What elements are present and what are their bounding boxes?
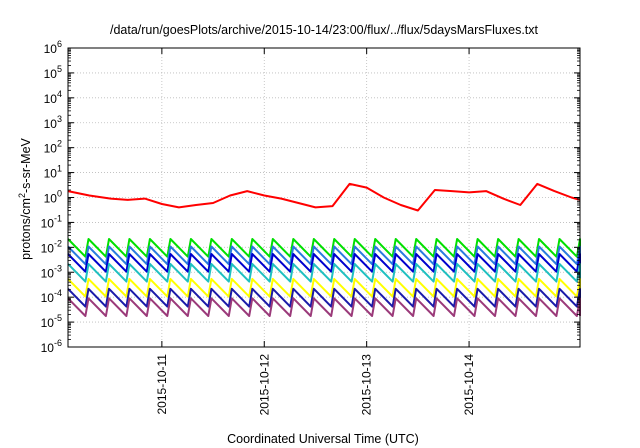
series-layer <box>67 182 581 317</box>
y-tick-label: 10-2 <box>41 238 62 255</box>
y-tick-exp: 6 <box>57 39 62 49</box>
y-tick-label: 100 <box>44 189 62 206</box>
y-tick-base: 10 <box>41 316 55 330</box>
y-tick-base: 10 <box>44 92 58 106</box>
ticks <box>68 47 580 348</box>
y-tick-label: 102 <box>44 139 62 156</box>
y-tick-exp: -4 <box>54 288 62 298</box>
y-tick-exp: -1 <box>54 213 62 223</box>
y-tick-base: 10 <box>44 192 58 206</box>
y-axis-title: protons/cm2-s-sr-MeV <box>17 137 33 259</box>
y-tick-label: 104 <box>44 89 62 106</box>
y-tick-label: 10-3 <box>41 263 62 280</box>
y-tick-exp: 5 <box>57 64 62 74</box>
x-tick-label: 2015-10-14 <box>462 354 476 416</box>
x-axis-title: Coordinated Universal Time (UTC) <box>227 432 419 446</box>
y-tick-label: 10-6 <box>41 338 62 355</box>
x-tick-label: 2015-10-12 <box>257 354 271 416</box>
y-tick-label: 106 <box>44 39 62 56</box>
series-line-2 <box>67 238 581 258</box>
y-tick-exp: 2 <box>57 139 62 149</box>
series-line-5 <box>67 262 581 283</box>
series-line-7 <box>67 287 581 308</box>
y-tick-base: 10 <box>44 117 58 131</box>
y-tick-base: 10 <box>41 341 55 355</box>
y-tick-base: 10 <box>44 167 58 181</box>
y-tick-base: 10 <box>41 266 55 280</box>
y-tick-exp: -2 <box>54 238 62 248</box>
y-tick-exp: 1 <box>57 164 62 174</box>
y-tick-exp: -6 <box>54 338 62 348</box>
y-tick-labels: 10-610-510-410-310-210-11001011021031041… <box>41 39 62 355</box>
chart-title: /data/run/goesPlots/archive/2015-10-14/2… <box>110 23 539 37</box>
series-line-1 <box>67 182 581 212</box>
y-tick-base: 10 <box>44 142 58 156</box>
y-tick-exp: 4 <box>57 89 62 99</box>
y-tick-base: 10 <box>44 67 58 81</box>
y-tick-base: 10 <box>41 216 55 230</box>
y-tick-base: 10 <box>41 291 55 305</box>
series-line-3 <box>67 245 581 266</box>
series-line-8 <box>67 297 581 317</box>
y-tick-exp: -3 <box>54 263 62 273</box>
y-tick-label: 101 <box>44 164 62 181</box>
y-tick-label: 10-5 <box>41 313 62 330</box>
x-tick-labels: 2015-10-11 2015-10-12 2015-10-13 2015-10-14 <box>155 354 476 416</box>
x-tick-label: 2015-10-13 <box>360 354 374 416</box>
y-axis-title-base: protons/cm <box>19 198 33 260</box>
y-tick-label: 105 <box>44 64 62 81</box>
y-tick-exp: 0 <box>57 189 62 199</box>
y-tick-base: 10 <box>44 42 58 56</box>
y-tick-label: 10-4 <box>41 288 62 305</box>
y-tick-label: 10-1 <box>41 213 62 230</box>
y-tick-exp: 3 <box>57 114 62 124</box>
series-line-4 <box>67 253 581 273</box>
y-tick-exp: -5 <box>54 313 62 323</box>
y-tick-label: 103 <box>44 114 62 131</box>
y-axis-title-sup: 2 <box>17 193 27 198</box>
y-tick-base: 10 <box>41 241 55 255</box>
y-axis-title-rest: -s-sr-MeV <box>19 137 33 193</box>
series-line-6 <box>67 277 581 298</box>
x-tick-label: 2015-10-11 <box>155 354 169 415</box>
